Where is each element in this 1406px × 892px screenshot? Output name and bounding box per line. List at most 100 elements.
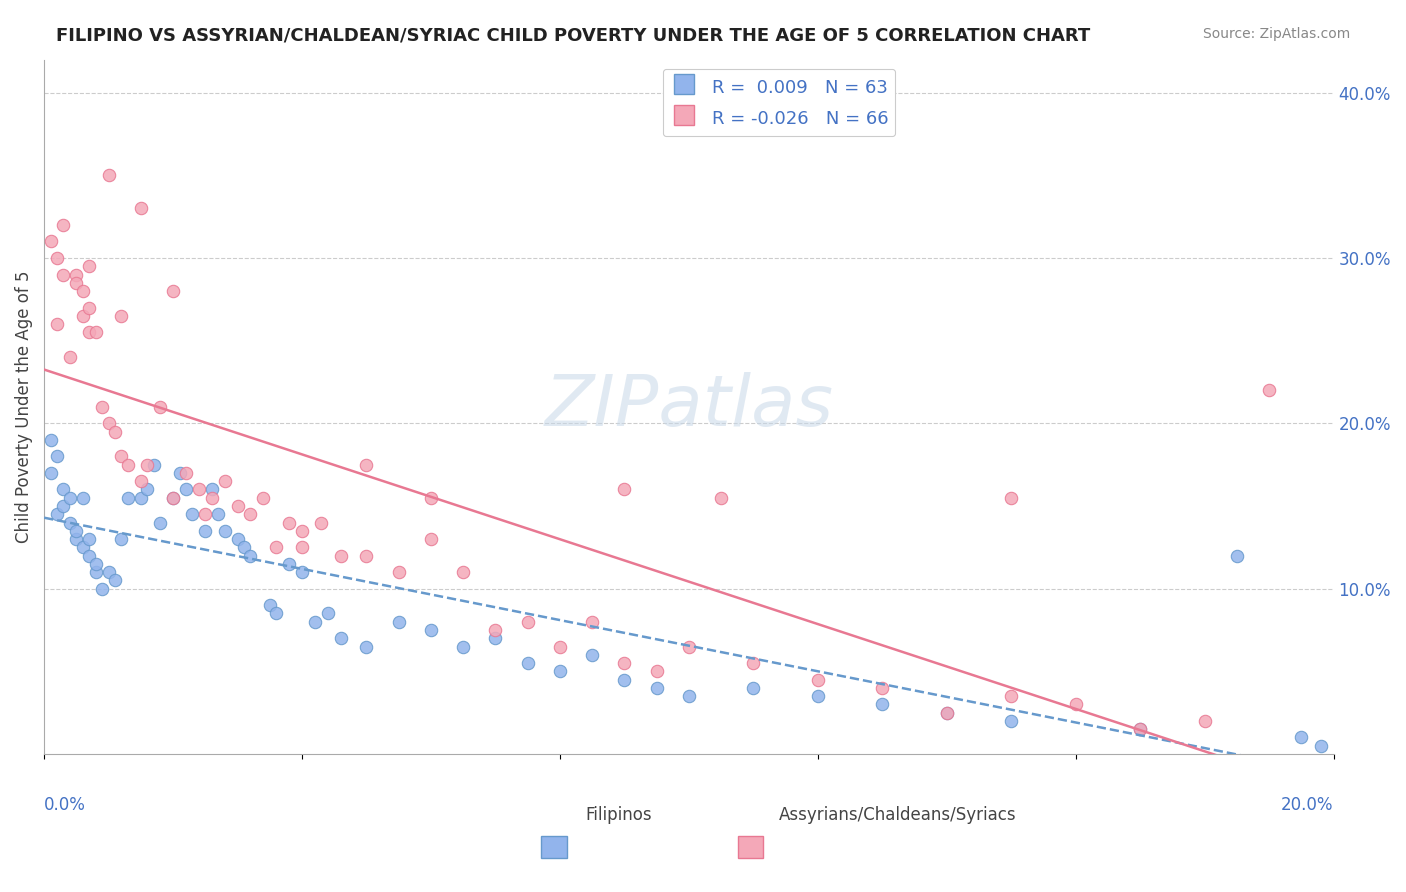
Point [207,508,229,522]
Point [420,532,443,546]
Point [935,706,957,720]
Point [194,508,217,522]
Point [52,268,75,282]
Point [742,681,765,695]
Point [226,499,249,513]
Point [104,574,127,588]
Legend: R =  0.009   N = 63, R = -0.026   N = 66: R = 0.009 N = 63, R = -0.026 N = 66 [662,69,896,136]
Point [214,474,236,488]
Point [214,524,236,538]
Point [613,656,636,670]
Point [304,615,326,629]
Point [259,598,281,612]
Point [291,565,314,579]
Point [72,541,94,555]
Point [59,350,82,364]
Point [356,458,378,472]
Point [174,483,197,497]
Point [149,516,172,530]
Point [329,549,352,563]
Point [316,607,339,621]
Point [484,623,506,637]
Point [77,326,100,340]
Point [678,640,700,654]
Point [356,640,378,654]
Point [872,698,894,712]
Point [201,483,224,497]
Point [52,499,75,513]
Point [72,284,94,298]
Point [162,491,184,505]
Point [451,565,474,579]
Text: Source: ZipAtlas.com: Source: ZipAtlas.com [1202,27,1350,41]
Point [169,466,191,480]
Point [136,458,159,472]
Point [1000,491,1022,505]
Point [181,508,204,522]
Point [1129,722,1152,736]
Point [91,400,114,414]
Point [742,656,765,670]
Point [84,565,107,579]
Point [311,516,333,530]
Point [451,640,474,654]
Point [162,284,184,298]
Text: Filipinos: Filipinos [586,806,652,824]
Point [97,565,120,579]
Point [65,276,87,290]
Point [1258,384,1281,398]
Point [104,425,127,439]
Point [129,202,152,216]
Point [39,466,62,480]
Point [1291,731,1313,745]
Point [91,582,114,596]
Point [52,218,75,232]
Point [142,458,165,472]
Point [356,549,378,563]
Point [187,483,209,497]
Point [46,450,69,464]
Text: FILIPINO VS ASSYRIAN/CHALDEAN/SYRIAC CHILD POVERTY UNDER THE AGE OF 5 CORRELATIO: FILIPINO VS ASSYRIAN/CHALDEAN/SYRIAC CHI… [56,27,1091,45]
Point [201,491,224,505]
Point [484,632,506,646]
Point [97,169,120,183]
Point [46,251,69,265]
Point [77,301,100,315]
Point [329,632,352,646]
Point [110,450,132,464]
Point [710,491,733,505]
Point [129,474,152,488]
Y-axis label: Child Poverty Under the Age of 5: Child Poverty Under the Age of 5 [15,270,32,543]
Point [388,615,411,629]
Point [678,689,700,703]
Point [110,309,132,323]
Point [516,656,538,670]
Point [1309,739,1331,753]
Point [264,607,287,621]
Point [278,557,301,571]
Point [807,673,830,687]
Text: 20.0%: 20.0% [1281,796,1334,814]
Point [72,309,94,323]
Point [1194,714,1216,728]
Point [872,681,894,695]
Point [136,483,159,497]
Point [1226,549,1249,563]
Point [65,532,87,546]
Point [46,317,69,331]
Point [291,524,314,538]
Point [1064,698,1087,712]
Point [1129,722,1152,736]
Point [807,689,830,703]
Point [226,532,249,546]
Point [420,623,443,637]
Point [65,524,87,538]
Point [46,508,69,522]
Point [581,615,603,629]
Point [516,615,538,629]
Point [39,235,62,249]
Point [52,483,75,497]
Text: Assyrians/Chaldeans/Syriacs: Assyrians/Chaldeans/Syriacs [779,806,1017,824]
Point [233,541,256,555]
Point [613,483,636,497]
